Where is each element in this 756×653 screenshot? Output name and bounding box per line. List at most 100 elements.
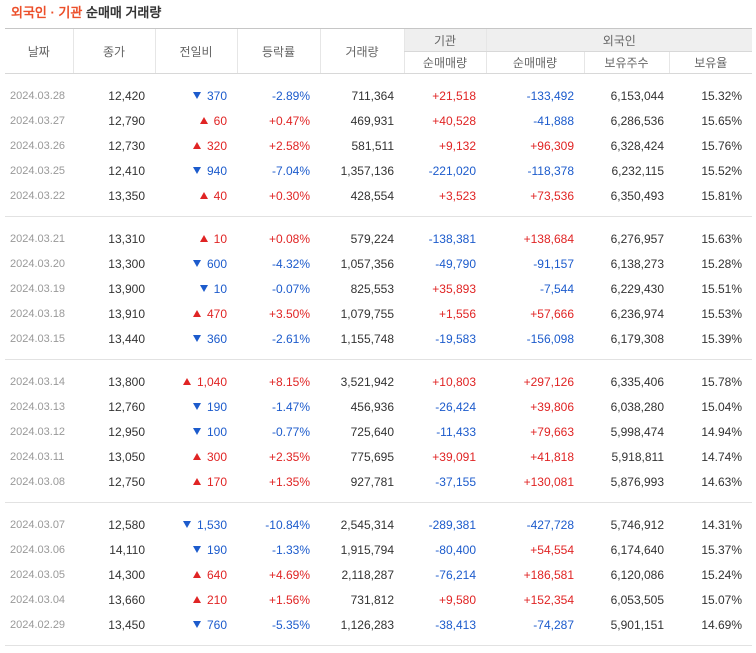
change-cell: 190 <box>155 395 237 420</box>
institution-net-cell: +3,523 <box>438 189 476 203</box>
date-cell: 2024.03.06 <box>10 544 66 556</box>
date-cell: 2024.03.25 <box>10 165 66 177</box>
up-arrow-icon <box>192 142 201 149</box>
close-price-cell: 13,440 <box>108 332 145 346</box>
foreigner-ratio-cell: 15.53% <box>701 307 743 321</box>
row-group: 2024.03.07 12,580 1,530 -10.84% 2,545,314 -28… <box>5 503 753 646</box>
change-value: 190 <box>206 543 227 557</box>
institution-net-cell: +10,803 <box>432 375 476 389</box>
foreigner-ratio-cell: 15.76% <box>701 139 743 153</box>
volume-cell: 711,364 <box>351 89 395 103</box>
date-cell: 2024.03.07 <box>10 519 66 531</box>
foreigner-ratio-cell: 15.63% <box>701 232 743 246</box>
close-price-cell: 13,450 <box>108 618 145 632</box>
volume-cell: 825,553 <box>350 282 394 296</box>
change-value: 40 <box>213 189 227 203</box>
change-cell: 600 <box>155 252 237 277</box>
institution-net-cell: +35,893 <box>432 282 476 296</box>
close-price-cell: 13,800 <box>108 375 145 389</box>
up-arrow-icon <box>199 192 208 199</box>
table-row: 2024.03.12 12,950 100 -0.77% 725,640 -11,433 +… <box>5 420 752 445</box>
foreigner-shares-cell: 6,229,430 <box>610 282 664 296</box>
foreigner-ratio-cell: 15.78% <box>701 375 743 389</box>
institution-net-cell: -289,381 <box>428 518 476 532</box>
foreigner-ratio-cell: 14.74% <box>701 450 743 464</box>
foreigner-ratio-cell: 14.94% <box>701 425 743 439</box>
change-value: 370 <box>206 89 227 103</box>
close-price-cell: 13,910 <box>108 307 145 321</box>
col-foreigner-net-header: 순매매량 <box>485 51 584 74</box>
table-row: 2024.03.26 12,730 320 +2.58% 581,511 +9,132 +9… <box>5 134 752 159</box>
foreigner-ratio-cell: 15.65% <box>701 114 743 128</box>
spacer-cell <box>5 494 753 503</box>
institution-net-cell: +39,091 <box>432 450 476 464</box>
volume-cell: 775,695 <box>350 450 394 464</box>
trading-volume-table: 날짜 종가 전일비 등락률 거래량 기관 외국인 순매매량 순매매량 보유주수 … <box>5 28 753 646</box>
change-rate-cell: -4.32% <box>271 257 310 271</box>
change-value: 940 <box>206 164 227 178</box>
close-price-cell: 13,900 <box>108 282 145 296</box>
change-cell: 170 <box>155 470 237 495</box>
down-arrow-icon <box>192 167 201 174</box>
date-cell: 2024.03.19 <box>10 283 66 295</box>
group-spacer <box>5 637 753 646</box>
change-value: 360 <box>206 332 227 346</box>
foreigner-net-cell: -133,492 <box>526 89 574 103</box>
change-rate-cell: +4.69% <box>268 568 310 582</box>
institution-net-cell: +9,132 <box>438 139 476 153</box>
table-row: 2024.03.14 13,800 1,040 +8.15% 3,521,942 +10,… <box>5 370 752 395</box>
volume-cell: 1,915,794 <box>340 543 394 557</box>
foreigner-shares-cell: 5,918,811 <box>611 450 665 464</box>
foreigner-ratio-cell: 14.63% <box>701 475 743 489</box>
table-row: 2024.03.25 12,410 940 -7.04% 1,357,136 -221,0… <box>5 159 752 184</box>
change-value: 100 <box>206 425 227 439</box>
foreigner-shares-cell: 6,038,280 <box>610 400 664 414</box>
up-arrow-icon <box>192 310 201 317</box>
col-foreigner-ratio-header: 보유율 <box>668 51 753 74</box>
spacer-cell <box>5 503 752 513</box>
volume-cell: 1,126,283 <box>340 618 394 632</box>
change-rate-cell: -5.35% <box>271 618 310 632</box>
change-rate-cell: -2.89% <box>271 89 310 103</box>
change-rate-cell: +0.08% <box>268 232 310 246</box>
institution-net-cell: +40,528 <box>432 114 476 128</box>
foreigner-net-cell: -156,098 <box>526 332 574 346</box>
foreigner-shares-cell: 6,179,308 <box>610 332 664 346</box>
col-foreigner-shares-header: 보유주수 <box>583 51 669 74</box>
change-cell: 470 <box>155 302 237 327</box>
close-price-cell: 12,760 <box>108 400 145 414</box>
spacer-cell <box>5 351 753 360</box>
header-subrow: 순매매량 순매매량 보유주수 보유율 <box>5 51 753 74</box>
change-cell: 10 <box>155 227 237 252</box>
volume-cell: 581,511 <box>351 139 395 153</box>
change-rate-cell: +3.50% <box>268 307 310 321</box>
change-cell: 10 <box>155 277 237 302</box>
close-price-cell: 12,750 <box>108 475 145 489</box>
change-rate-cell: +8.15% <box>268 375 310 389</box>
table-row: 2024.03.04 13,660 210 +1.56% 731,812 +9,580 +1… <box>5 588 752 613</box>
date-cell: 2024.03.27 <box>10 115 66 127</box>
foreigner-net-cell: -7,544 <box>539 282 574 296</box>
change-rate-cell: -1.47% <box>271 400 310 414</box>
spacer-cell <box>5 74 752 84</box>
foreigner-ratio-cell: 14.69% <box>701 618 743 632</box>
group-spacer <box>5 503 752 513</box>
close-price-cell: 13,350 <box>108 189 145 203</box>
down-arrow-icon <box>199 285 208 292</box>
volume-cell: 456,936 <box>350 400 394 414</box>
down-arrow-icon <box>192 546 201 553</box>
change-cell: 100 <box>155 420 237 445</box>
date-cell: 2024.03.15 <box>10 333 66 345</box>
foreigner-net-cell: -118,378 <box>527 164 574 178</box>
foreigner-net-cell: -427,728 <box>526 518 574 532</box>
date-cell: 2024.03.18 <box>10 308 66 320</box>
foreigner-net-cell: -91,157 <box>533 257 574 271</box>
volume-cell: 469,931 <box>350 114 394 128</box>
foreigner-ratio-cell: 15.52% <box>701 164 743 178</box>
group-spacer <box>5 74 752 84</box>
spacer-cell <box>5 208 753 217</box>
volume-cell: 725,640 <box>350 425 394 439</box>
foreigner-net-cell: +130,081 <box>523 475 574 489</box>
institution-net-cell: -26,424 <box>435 400 476 414</box>
table-header: 날짜 종가 전일비 등락률 거래량 기관 외국인 순매매량 순매매량 보유주수 … <box>5 28 753 74</box>
